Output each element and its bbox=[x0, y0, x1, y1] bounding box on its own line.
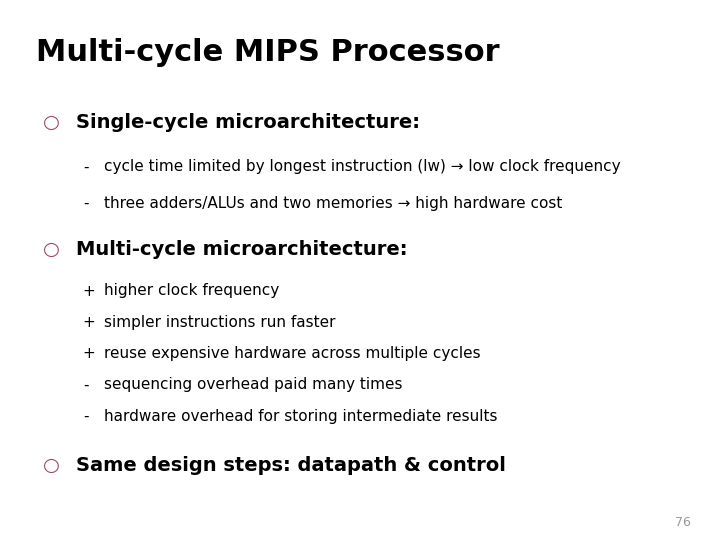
Text: -: - bbox=[83, 159, 89, 174]
Text: Same design steps: datapath & control: Same design steps: datapath & control bbox=[76, 456, 505, 475]
Text: Multi-cycle microarchitecture:: Multi-cycle microarchitecture: bbox=[76, 240, 407, 259]
Text: simpler instructions run faster: simpler instructions run faster bbox=[104, 315, 336, 330]
Text: sequencing overhead paid many times: sequencing overhead paid many times bbox=[104, 377, 403, 393]
Text: hardware overhead for storing intermediate results: hardware overhead for storing intermedia… bbox=[104, 409, 498, 424]
Text: ○: ○ bbox=[43, 456, 60, 475]
Text: cycle time limited by longest instruction (lw) → low clock frequency: cycle time limited by longest instructio… bbox=[104, 159, 621, 174]
Text: -: - bbox=[83, 377, 89, 393]
Text: reuse expensive hardware across multiple cycles: reuse expensive hardware across multiple… bbox=[104, 346, 481, 361]
Text: Multi-cycle MIPS Processor: Multi-cycle MIPS Processor bbox=[36, 38, 500, 67]
Text: +: + bbox=[83, 315, 96, 330]
Text: Single-cycle microarchitecture:: Single-cycle microarchitecture: bbox=[76, 113, 420, 132]
Text: ○: ○ bbox=[43, 113, 60, 132]
Text: -: - bbox=[83, 196, 89, 211]
Text: 76: 76 bbox=[675, 516, 691, 529]
Text: +: + bbox=[83, 346, 96, 361]
Text: -: - bbox=[83, 409, 89, 424]
Text: higher clock frequency: higher clock frequency bbox=[104, 284, 279, 299]
Text: +: + bbox=[83, 284, 96, 299]
Text: three adders/ALUs and two memories → high hardware cost: three adders/ALUs and two memories → hig… bbox=[104, 196, 563, 211]
Text: ○: ○ bbox=[43, 240, 60, 259]
